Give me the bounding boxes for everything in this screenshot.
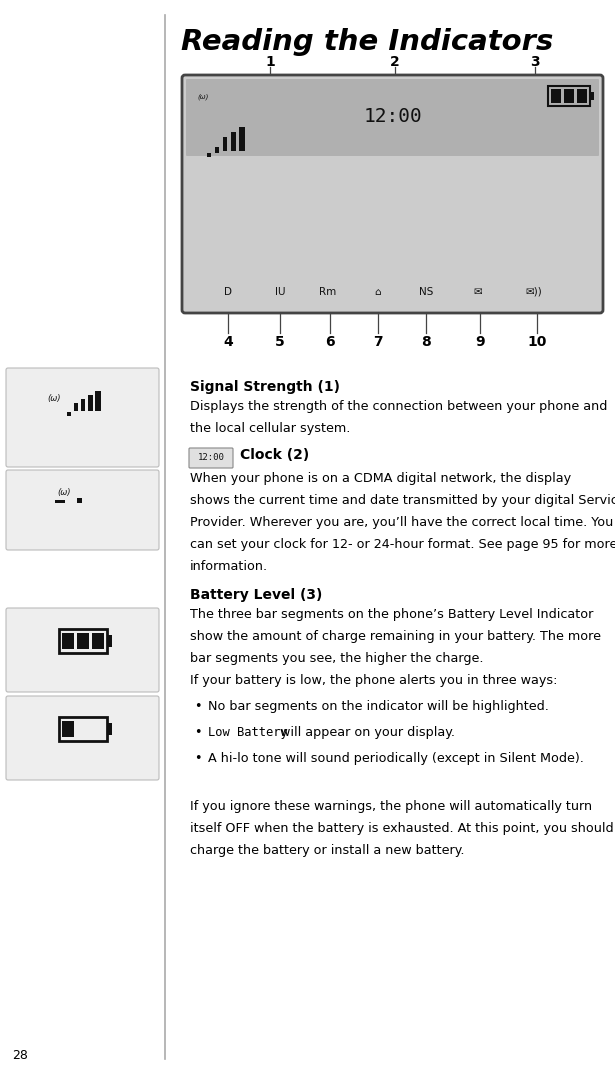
Text: When your phone is on a CDMA digital network, the display: When your phone is on a CDMA digital net… xyxy=(190,471,571,485)
Text: If your battery is low, the phone alerts you in three ways:: If your battery is low, the phone alerts… xyxy=(190,674,558,687)
Text: can set your clock for 12- or 24-hour format. See page 95 for more: can set your clock for 12- or 24-hour fo… xyxy=(190,538,615,551)
Text: 12:00: 12:00 xyxy=(363,107,422,126)
Text: Signal Strength (1): Signal Strength (1) xyxy=(190,380,340,394)
Text: D: D xyxy=(224,287,232,297)
Text: Weak: Weak xyxy=(65,531,100,545)
Text: A hi-lo tone will sound periodically (except in Silent Mode).: A hi-lo tone will sound periodically (ex… xyxy=(208,752,584,765)
Text: 9: 9 xyxy=(475,335,485,349)
Text: Low: Low xyxy=(70,761,95,774)
Text: NS: NS xyxy=(419,287,433,297)
Text: IU: IU xyxy=(275,287,285,297)
Text: •: • xyxy=(194,752,202,765)
Bar xyxy=(551,89,561,103)
Text: Clock (2): Clock (2) xyxy=(240,448,309,462)
Bar xyxy=(62,721,74,737)
Text: 5: 5 xyxy=(275,335,285,349)
Text: •: • xyxy=(194,726,202,739)
Text: the local cellular system.: the local cellular system. xyxy=(190,422,351,435)
Text: •: • xyxy=(194,700,202,713)
Text: charge the battery or install a new battery.: charge the battery or install a new batt… xyxy=(190,844,464,857)
Text: 7: 7 xyxy=(373,335,383,349)
Text: High: High xyxy=(68,673,97,686)
Bar xyxy=(87,394,92,410)
Text: Battery Level (3): Battery Level (3) xyxy=(190,587,322,603)
Text: bar segments you see, the higher the charge.: bar segments you see, the higher the cha… xyxy=(190,652,483,665)
Text: show the amount of charge remaining in your battery. The more: show the amount of charge remaining in y… xyxy=(190,630,601,643)
FancyBboxPatch shape xyxy=(182,75,603,313)
FancyBboxPatch shape xyxy=(6,696,159,780)
Bar xyxy=(231,132,236,151)
Text: 10: 10 xyxy=(527,335,547,349)
Bar xyxy=(564,89,574,103)
Bar xyxy=(55,500,65,503)
FancyBboxPatch shape xyxy=(6,608,159,692)
Text: Displays the strength of the connection between your phone and: Displays the strength of the connection … xyxy=(190,400,608,413)
Bar xyxy=(62,633,74,649)
Bar xyxy=(215,147,219,153)
Bar xyxy=(590,92,594,100)
Text: No bar segments on the indicator will be highlighted.: No bar segments on the indicator will be… xyxy=(208,700,549,713)
Text: 3: 3 xyxy=(530,55,540,69)
FancyBboxPatch shape xyxy=(6,470,159,550)
Text: shows the current time and date transmitted by your digital Service: shows the current time and date transmit… xyxy=(190,494,615,507)
Bar xyxy=(95,391,100,410)
Text: Reading the Indicators: Reading the Indicators xyxy=(181,28,554,56)
Text: itself OFF when the battery is exhausted. At this point, you should: itself OFF when the battery is exhausted… xyxy=(190,822,614,834)
Text: Low Battery: Low Battery xyxy=(208,726,288,739)
Bar xyxy=(74,403,77,410)
Text: ✉)): ✉)) xyxy=(526,287,542,297)
Bar xyxy=(577,89,587,103)
Text: ⌂: ⌂ xyxy=(375,287,381,297)
Text: Provider. Wherever you are, you’ll have the correct local time. You: Provider. Wherever you are, you’ll have … xyxy=(190,516,613,529)
Text: If you ignore these warnings, the phone will automatically turn: If you ignore these warnings, the phone … xyxy=(190,800,592,813)
Bar xyxy=(76,498,82,503)
Bar xyxy=(58,629,106,653)
Text: The three bar segments on the phone’s Battery Level Indicator: The three bar segments on the phone’s Ba… xyxy=(190,608,593,621)
Bar xyxy=(106,635,111,647)
Text: (ω): (ω) xyxy=(197,93,208,100)
Bar xyxy=(76,633,89,649)
Text: Strong: Strong xyxy=(62,448,103,461)
Text: ✉: ✉ xyxy=(474,287,482,297)
Text: 28: 28 xyxy=(12,1049,28,1062)
Bar xyxy=(223,137,227,151)
Bar xyxy=(81,398,84,410)
Bar xyxy=(66,411,71,416)
Text: Rm: Rm xyxy=(319,287,336,297)
Bar xyxy=(239,127,245,151)
Bar xyxy=(106,723,111,735)
Text: (ω): (ω) xyxy=(48,394,62,403)
FancyBboxPatch shape xyxy=(189,448,233,468)
Text: 12:00: 12:00 xyxy=(197,453,224,463)
Text: 1: 1 xyxy=(265,55,275,69)
Text: 2: 2 xyxy=(390,55,400,69)
Text: 8: 8 xyxy=(421,335,431,349)
Text: 6: 6 xyxy=(325,335,335,349)
Text: (ω): (ω) xyxy=(58,489,71,497)
Bar xyxy=(58,717,106,741)
FancyBboxPatch shape xyxy=(186,79,599,156)
Bar xyxy=(92,633,103,649)
Text: 4: 4 xyxy=(223,335,233,349)
Text: will appear on your display.: will appear on your display. xyxy=(276,726,455,739)
Bar xyxy=(207,153,211,157)
Text: information.: information. xyxy=(190,560,268,574)
FancyBboxPatch shape xyxy=(6,368,159,467)
Bar xyxy=(548,86,590,106)
